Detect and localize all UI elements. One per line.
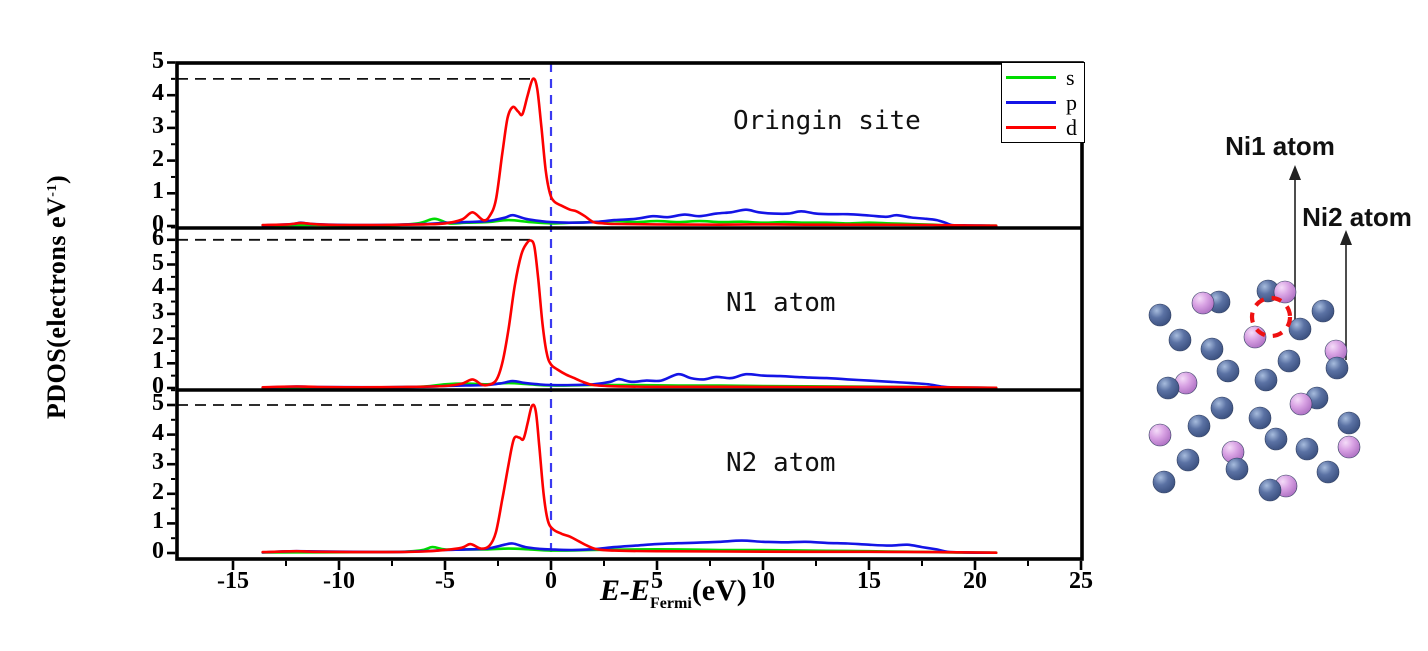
ni-atom-sphere	[1337, 411, 1361, 435]
x-tick-label: -15	[217, 568, 249, 594]
ni-atom-sphere	[1295, 437, 1319, 461]
axes-frame	[175, 61, 1084, 561]
dopant-atom-sphere	[1273, 280, 1297, 304]
y-tick-label: 2	[152, 478, 164, 505]
curve-p-panel1	[261, 208, 992, 227]
y-tick-label: 4	[152, 419, 164, 446]
legend-label: d	[1066, 114, 1077, 140]
dopant-atom-sphere	[1191, 291, 1215, 315]
ni-atom-sphere	[1225, 457, 1249, 481]
ni-atom-sphere	[1148, 303, 1172, 327]
y-tick-label: 2	[152, 323, 164, 350]
x-tick-label: 5	[651, 568, 663, 594]
ni-atom-sphere	[1288, 317, 1312, 341]
y-tick-label: 0	[152, 373, 164, 399]
y-axis-title: PDOS(electrons eV-1)	[42, 174, 71, 420]
y-tick-label: 0	[152, 211, 164, 237]
x-tick-label: 10	[751, 568, 775, 594]
legend-item-s: s	[1002, 65, 1084, 90]
ni-atom-sphere	[1277, 349, 1301, 373]
ni-atom-sphere	[1176, 448, 1200, 472]
ni-atom-sphere	[1254, 368, 1278, 392]
axis-ticks	[167, 61, 1083, 570]
ni-atom-sphere	[1258, 478, 1282, 502]
dopant-atom-sphere	[1148, 423, 1172, 447]
y-tick-label: 3	[152, 298, 164, 325]
panel-label-n2-atom: N2 atom	[726, 448, 836, 478]
guide-lines	[177, 63, 553, 559]
ni-atom-sphere	[1168, 328, 1192, 352]
y-tick-label: 5	[152, 390, 164, 416]
x-tick-label: 0	[545, 568, 557, 594]
x-tick-label: -10	[323, 568, 355, 594]
x-tick-label: 25	[1069, 568, 1093, 594]
legend-line-p	[1006, 101, 1056, 104]
ni2-arrowhead-icon	[1340, 230, 1352, 245]
legend-label: p	[1066, 89, 1077, 115]
curve-p-panel3	[261, 539, 992, 554]
x-axis-title: E-EFermi(eV)	[600, 574, 747, 612]
panel-label-n1-atom: N1 atom	[726, 288, 836, 318]
x-tick-label: 20	[963, 568, 987, 594]
ni-atom-sphere	[1264, 427, 1288, 451]
curve-d-panel3	[261, 403, 998, 554]
legend-line-s	[1006, 76, 1056, 79]
y-tick-label: 1	[152, 508, 164, 535]
dopant-atom-sphere	[1243, 325, 1267, 349]
curve-d-panel1	[261, 77, 998, 227]
ni-atom-sphere	[1216, 359, 1240, 383]
x-tick-label: -5	[435, 568, 455, 594]
pdos-curves	[261, 77, 998, 554]
ni-atom-sphere	[1156, 376, 1180, 400]
y-tick-label: 1	[152, 348, 164, 375]
legend-label: s	[1066, 64, 1075, 90]
y-tick-label: 0	[152, 538, 164, 564]
dopant-atom-sphere	[1289, 392, 1313, 416]
y-tick-label: 3	[152, 449, 164, 476]
ni-atom-sphere	[1210, 396, 1234, 420]
ni-atom-sphere	[1325, 356, 1349, 380]
legend-line-d	[1006, 126, 1056, 129]
y-tick-label: 6	[152, 224, 164, 251]
ni1-arrowhead-icon	[1289, 165, 1301, 180]
ni2-atom-label: Ni2 atom	[1302, 202, 1412, 232]
ni-atom-sphere	[1187, 414, 1211, 438]
superscript: -1	[45, 184, 60, 197]
y-tick-label: 3	[152, 112, 164, 139]
legend-item-p: p	[1002, 90, 1084, 115]
ni-atom-sphere	[1200, 337, 1224, 361]
y-tick-label: 5	[152, 249, 164, 276]
legend-item-d: d	[1002, 115, 1084, 140]
y-tick-label: 5	[152, 47, 164, 74]
ni-atom-sphere	[1316, 460, 1340, 484]
dopant-atom-sphere	[1337, 435, 1361, 459]
y-tick-label: 4	[152, 80, 164, 107]
y-tick-label: 1	[152, 178, 164, 205]
ni1-atom-label: Ni1 atom	[1225, 131, 1335, 161]
ni-atom-sphere	[1248, 406, 1272, 430]
ni-atom-sphere	[1311, 299, 1335, 323]
ni-atom-sphere	[1152, 470, 1176, 494]
atomic-structure	[1148, 165, 1361, 502]
panel-label-origin-site: Oringin site	[733, 106, 921, 136]
plot-frame	[175, 61, 1084, 561]
x-tick-label: 15	[857, 568, 881, 594]
y-tick-label: 4	[152, 274, 164, 301]
vacancy-site-circle	[1249, 295, 1293, 339]
curve-d-panel2	[261, 239, 998, 390]
curve-p-panel2	[261, 372, 992, 390]
y-tick-label: 2	[152, 145, 164, 172]
